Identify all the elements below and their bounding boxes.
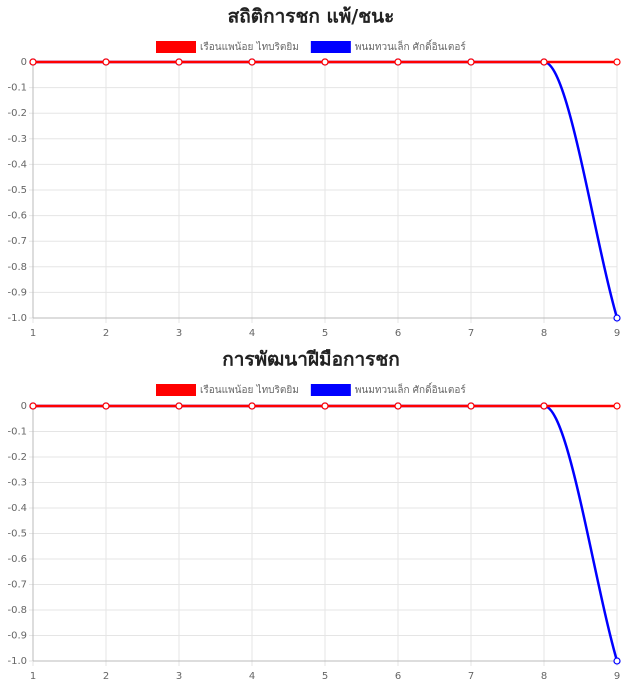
legend-label: เรือนแพน้อย ไทบริตยิม <box>200 384 299 396</box>
chart-title: สถิติการชก แพ้/ชนะ <box>228 6 395 28</box>
point <box>540 58 548 66</box>
x-tick-label: 5 <box>322 328 328 339</box>
x-tick-label: 1 <box>30 328 36 339</box>
point <box>175 402 183 410</box>
y-tick-label: 0 <box>21 57 27 68</box>
x-tick-label: 7 <box>468 671 474 682</box>
point <box>175 58 183 66</box>
y-tick-label: -0.6 <box>7 554 27 565</box>
legend-swatch <box>156 41 196 53</box>
x-tick-label: 2 <box>103 328 109 339</box>
point <box>613 402 621 410</box>
point <box>540 402 548 410</box>
y-tick-label: -0.2 <box>7 108 27 119</box>
chart-title: การพัฒนาฝีมือการชก <box>222 349 400 371</box>
x-tick-label: 1 <box>30 671 36 682</box>
point <box>321 58 329 66</box>
y-tick-label: -0.5 <box>7 185 27 196</box>
legend-swatch <box>310 41 351 53</box>
y-tick-label: -0.4 <box>7 159 27 170</box>
point <box>102 402 110 410</box>
y-tick-label: -1.0 <box>7 313 27 324</box>
x-tick-label: 3 <box>176 328 182 339</box>
legend-swatch <box>156 384 196 396</box>
legend-label: พนมทวนเล็ก ศักดิ์อินเตอร์ <box>355 39 466 53</box>
y-tick-label: -0.3 <box>7 478 27 489</box>
y-tick-label: -0.6 <box>7 211 27 222</box>
x-tick-label: 4 <box>249 671 255 682</box>
x-tick-label: 2 <box>103 671 109 682</box>
y-tick-label: -1.0 <box>7 656 27 667</box>
y-tick-label: -0.7 <box>7 236 27 247</box>
y-tick-label: -0.8 <box>7 605 27 616</box>
x-tick-label: 5 <box>322 671 328 682</box>
y-tick-label: -0.1 <box>7 83 27 94</box>
point <box>467 402 475 410</box>
point <box>321 402 329 410</box>
y-tick-label: -0.9 <box>7 631 27 642</box>
y-tick-label: -0.5 <box>7 529 27 540</box>
y-tick-label: -0.8 <box>7 262 27 273</box>
x-tick-label: 8 <box>541 328 547 339</box>
point <box>613 58 621 66</box>
x-tick-label: 8 <box>541 671 547 682</box>
y-tick-label: -0.1 <box>7 427 27 438</box>
point <box>613 314 621 322</box>
point <box>467 58 475 66</box>
x-tick-label: 4 <box>249 328 255 339</box>
y-tick-label: -0.7 <box>7 580 27 591</box>
x-tick-label: 3 <box>176 671 182 682</box>
point <box>248 402 256 410</box>
point <box>29 402 37 410</box>
y-tick-label: -0.4 <box>7 503 27 514</box>
x-tick-label: 7 <box>468 328 474 339</box>
y-tick-label: -0.3 <box>7 134 27 145</box>
point <box>248 58 256 66</box>
y-tick-label: 0 <box>21 401 27 412</box>
x-tick-label: 6 <box>395 671 401 682</box>
point <box>394 58 402 66</box>
y-tick-label: -0.9 <box>7 287 27 298</box>
x-tick-label: 9 <box>614 671 620 682</box>
x-tick-label: 9 <box>614 328 620 339</box>
point <box>102 58 110 66</box>
legend-label: เรือนแพน้อย ไทบริตยิม <box>200 41 299 53</box>
legend-label: พนมทวนเล็ก ศักดิ์อินเตอร์ <box>355 382 466 396</box>
legend-swatch <box>310 384 351 396</box>
point <box>613 657 621 665</box>
point <box>29 58 37 66</box>
y-tick-label: -0.2 <box>7 452 27 463</box>
x-tick-label: 6 <box>395 328 401 339</box>
point <box>394 402 402 410</box>
